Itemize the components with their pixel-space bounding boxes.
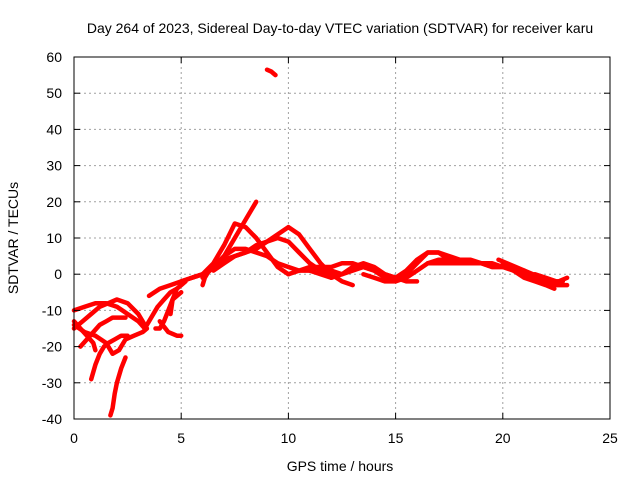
data-series bbox=[71, 67, 570, 418]
series-line-3 bbox=[71, 300, 148, 331]
x-tick-label: 10 bbox=[281, 430, 297, 446]
y-tick-label: 20 bbox=[46, 194, 62, 210]
x-tick-label: 0 bbox=[70, 430, 78, 446]
y-tick-label: -40 bbox=[42, 411, 62, 427]
y-tick-label: 10 bbox=[46, 230, 62, 246]
y-tick-label: 60 bbox=[46, 49, 62, 65]
y-tick-label: 30 bbox=[46, 158, 62, 174]
x-tick-label: 15 bbox=[388, 430, 404, 446]
series-line-16 bbox=[211, 235, 334, 277]
axis-ticks: 0 5 10 15 20 25 -40 -30 -20 -10 0 10 20 30 40 50 60 bbox=[42, 49, 618, 446]
series-line-17 bbox=[200, 271, 210, 288]
x-axis-label: GPS time / hours bbox=[287, 458, 394, 474]
y-tick-label: 50 bbox=[46, 85, 62, 101]
x-tick-label: 25 bbox=[602, 430, 618, 446]
series-line-10 bbox=[157, 319, 184, 338]
y-tick-label: -20 bbox=[42, 339, 62, 355]
series-line-8 bbox=[142, 286, 180, 331]
series-line-5 bbox=[108, 355, 128, 418]
series-line-7 bbox=[71, 319, 98, 353]
y-tick-label: -30 bbox=[42, 375, 62, 391]
y-tick-label: -10 bbox=[42, 302, 62, 318]
series-line-25 bbox=[500, 261, 557, 291]
series-line-4 bbox=[88, 333, 130, 382]
series-line-27 bbox=[264, 67, 278, 78]
chart-title: Day 264 of 2023, Sidereal Day-to-day VTE… bbox=[87, 20, 593, 36]
series-line-26 bbox=[532, 271, 566, 284]
y-tick-label: 0 bbox=[54, 266, 62, 282]
y-tick-label: 40 bbox=[46, 121, 62, 137]
x-tick-label: 20 bbox=[495, 430, 511, 446]
x-tick-label: 5 bbox=[177, 430, 185, 446]
y-axis-label: SDTVAR / TECUs bbox=[5, 182, 21, 294]
series-line-11 bbox=[168, 279, 188, 317]
